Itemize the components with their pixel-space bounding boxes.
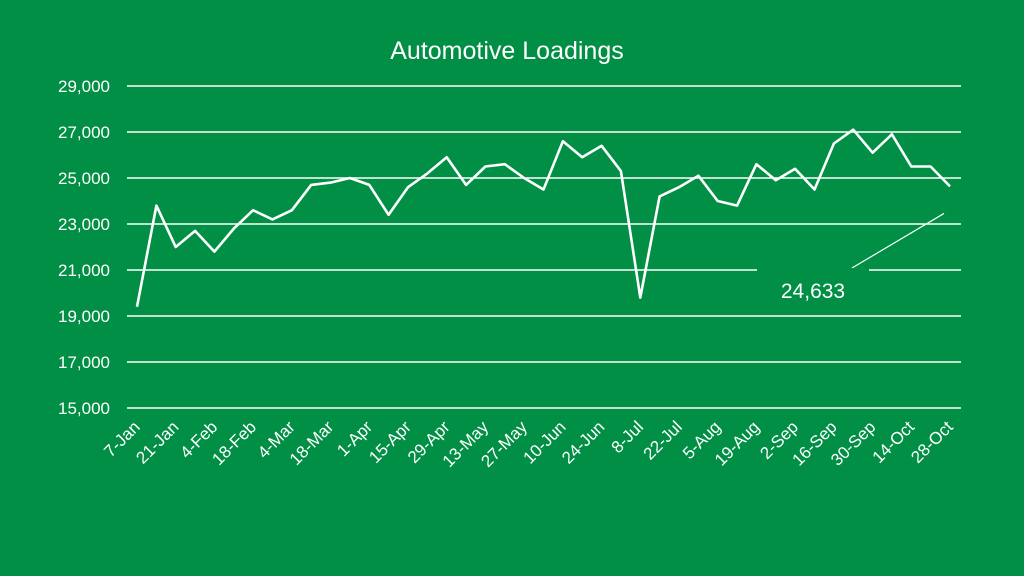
- callout-background: [757, 268, 869, 308]
- x-tick-label: 24-Jun: [558, 417, 608, 467]
- last-value-callout: 24,633: [757, 212, 945, 308]
- series-line: [135, 128, 951, 308]
- x-axis-tick-labels: 7-Jan21-Jan4-Feb18-Feb4-Mar18-Mar1-Apr15…: [100, 417, 957, 471]
- y-tick-label: 21,000: [58, 261, 110, 280]
- y-tick-label: 29,000: [58, 77, 110, 96]
- x-tick-label: 18-Feb: [208, 417, 260, 469]
- chart-title: Automotive Loadings: [390, 37, 623, 65]
- y-axis-tick-labels: 15,000 17,000 19,000 21,000 23,000 25,000 27,0…: [58, 77, 110, 418]
- y-tick-label: 17,000: [58, 353, 110, 372]
- y-tick-label: 27,000: [58, 123, 110, 142]
- y-tick-label: 19,000: [58, 307, 110, 326]
- x-tick-label: 10-Jun: [519, 417, 569, 467]
- y-tick-label: 25,000: [58, 169, 110, 188]
- x-tick-label: 15-Apr: [365, 417, 415, 467]
- x-tick-label: 14-Oct: [869, 417, 919, 467]
- x-tick-label: 21-Jan: [132, 417, 182, 467]
- x-tick-label: 28-Oct: [907, 417, 957, 467]
- x-tick-label: 22-Jul: [640, 417, 686, 463]
- gridlines: [127, 85, 961, 409]
- y-tick-label: 23,000: [58, 215, 110, 234]
- callout-leader-line: [851, 212, 945, 269]
- callout-value-label: 24,633: [781, 280, 845, 303]
- x-tick-label: 18-Mar: [286, 417, 338, 469]
- y-tick-label: 15,000: [58, 399, 110, 418]
